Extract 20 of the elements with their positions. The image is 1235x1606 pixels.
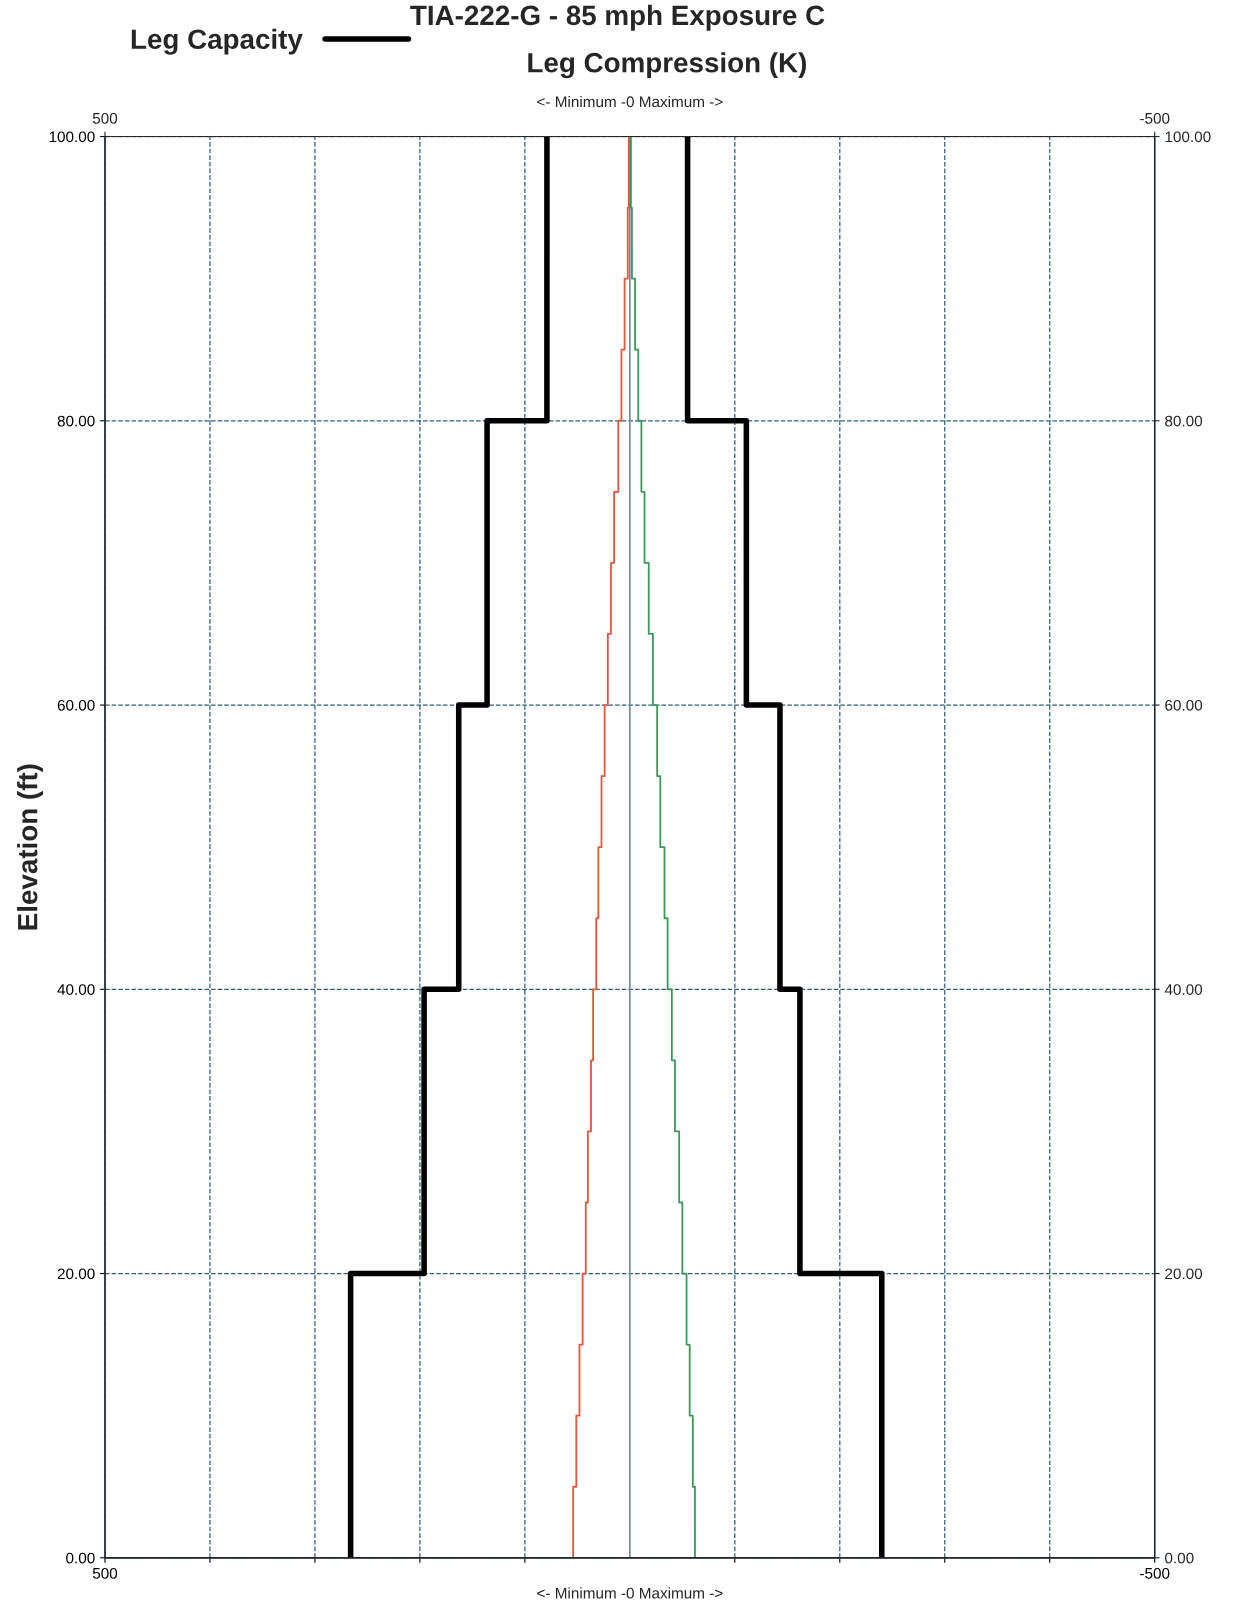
x-axis-title: <- Minimum -0 Maximum -> (537, 1587, 723, 1599)
x2-tick-label: -500 (1140, 112, 1170, 124)
chart-title: TIA-222-G - 85 mph Exposure C (410, 4, 825, 31)
y2-tick-label: 40.00 (1164, 984, 1203, 995)
y2-tick-label: 100.00 (1165, 131, 1211, 143)
y-tick-label: 60.00 (57, 699, 95, 711)
legend-label: Leg Capacity (131, 28, 303, 55)
y-tick-label: 20.00 (57, 1268, 95, 1280)
y-tick-label: 0.00 (66, 1552, 95, 1564)
y2-tick-label: 20.00 (1165, 1268, 1203, 1280)
y2-tick-label: 60.00 (1165, 699, 1203, 711)
y2-tick-label: 0.00 (1165, 1552, 1194, 1564)
x2-axis-title: <- Minimum -0 Maximum -> (537, 95, 723, 108)
y-axis-title: Elevation (ft) (17, 764, 43, 930)
y-tick-label: 40.00 (57, 984, 95, 995)
y-tick-label: 80.00 (57, 415, 95, 427)
x2-tick-label: 500 (92, 112, 118, 124)
y2-tick-label: 80.00 (1165, 415, 1203, 427)
y-tick-label: 100.00 (49, 131, 95, 143)
chart-subtitle: Leg Compression (K) (528, 52, 806, 79)
